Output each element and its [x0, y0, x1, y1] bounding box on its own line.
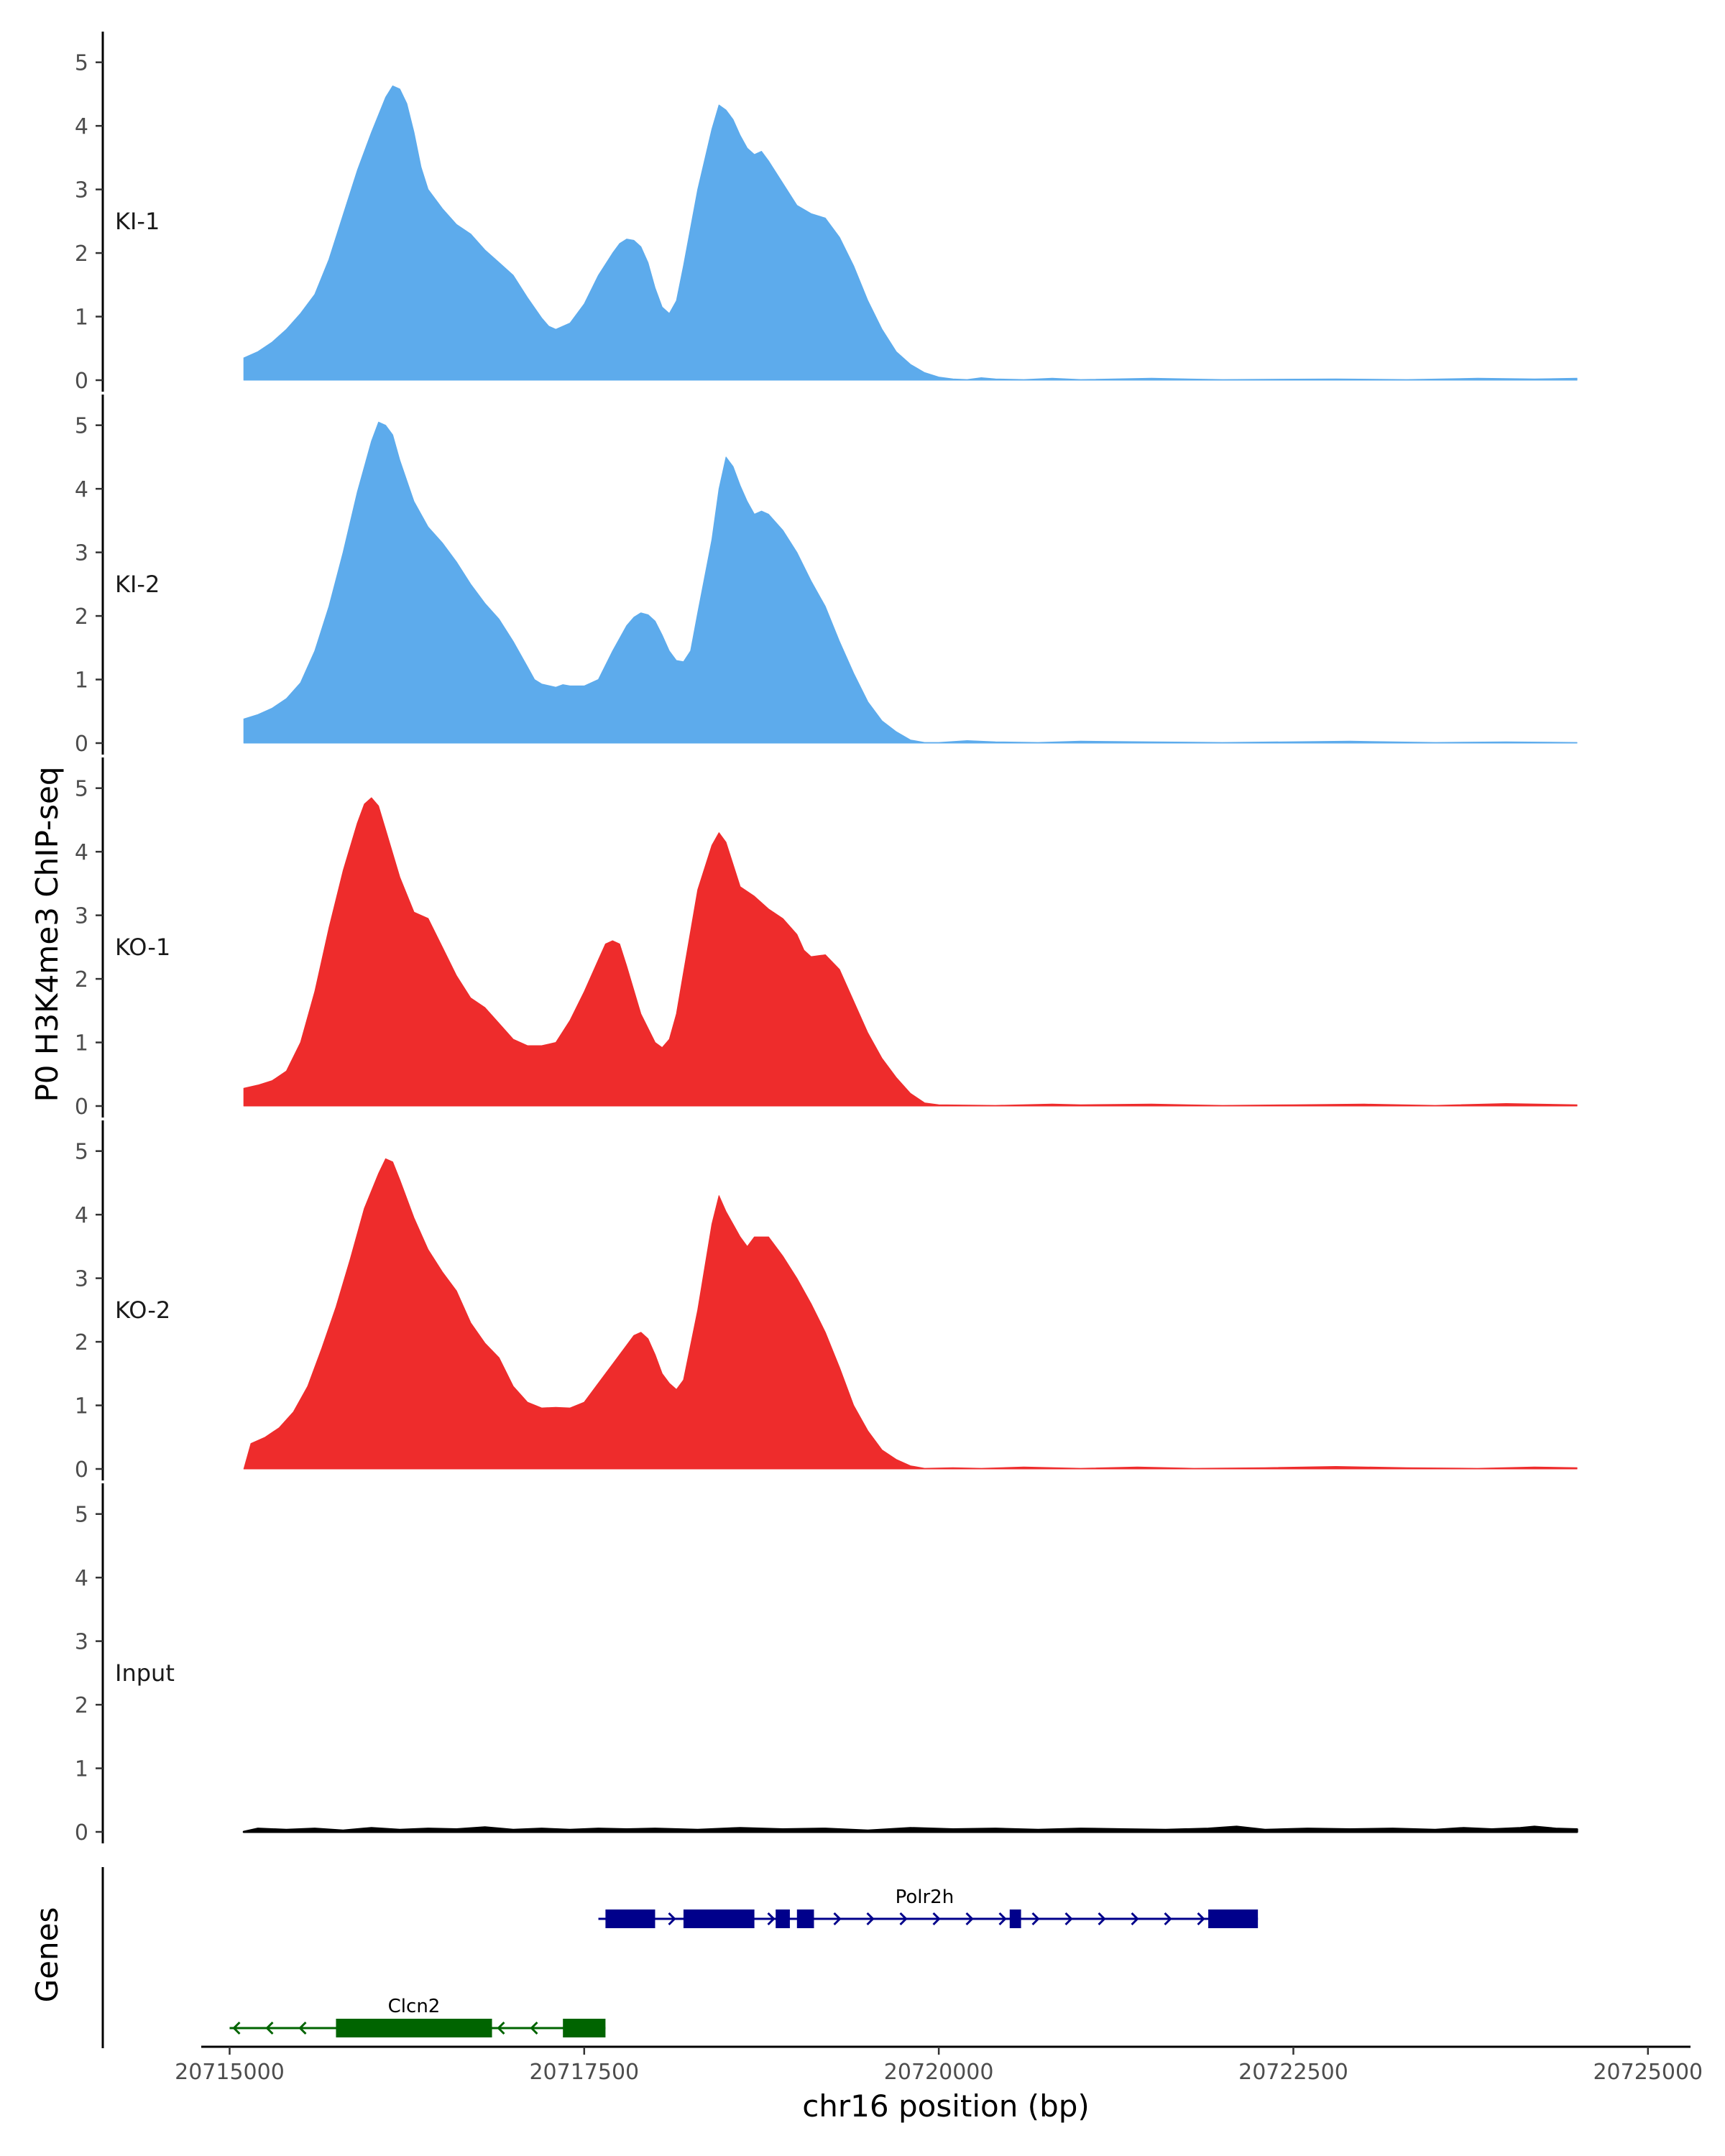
track-label: KO-1	[115, 934, 170, 961]
strand-chevron	[668, 1912, 676, 1926]
y-tick-label: 0	[75, 1457, 88, 1483]
strand-chevron	[1197, 1912, 1205, 1926]
x-tick-label: 20720000	[884, 2060, 994, 2085]
y-tick-label: 2	[75, 1693, 88, 1718]
y-tick-label: 5	[75, 777, 88, 802]
strand-chevron	[767, 1912, 776, 1926]
x-tick-label: 20722500	[1238, 2060, 1348, 2085]
strand-chevron	[965, 1912, 974, 1926]
y-tick-label: 5	[75, 1140, 88, 1165]
y-tick-label: 2	[75, 241, 88, 267]
strand-chevron	[298, 2021, 307, 2035]
y-tick-label: 5	[75, 51, 88, 76]
gene-exon	[336, 2019, 492, 2037]
y-tick-label: 4	[75, 114, 88, 139]
genes-track: Genes Polr2h Clcn2	[29, 1867, 1259, 2048]
gene-exon	[776, 1909, 790, 1928]
strand-chevron	[998, 1912, 1007, 1926]
y-tick-label: 5	[75, 414, 88, 439]
gene-exon	[563, 2019, 606, 2037]
gene-exon	[683, 1909, 755, 1928]
signal-tracks: 0 1 2 3 4 5 KI-1 0 1 2 3 4 5 KI-2 0 1 2 3 4 5 KO-1 0 1 2 3 4 5 KO-2…	[75, 32, 1578, 1846]
y-tick-label: 0	[75, 369, 88, 394]
signal-area-ki-1	[243, 85, 1578, 381]
x-axis-title: chr16 position (bp)	[802, 2088, 1090, 2124]
y-tick-label: 1	[75, 1031, 88, 1056]
strand-chevron	[932, 1912, 941, 1926]
y-tick-label: 3	[75, 541, 88, 566]
x-tick-label: 20715000	[175, 2060, 285, 2085]
y-tick-label: 0	[75, 1095, 88, 1120]
y-tick-label: 1	[75, 1757, 88, 1782]
track-ko-1: 0 1 2 3 4 5 KO-1	[75, 757, 1578, 1120]
strand-chevron	[1164, 1912, 1172, 1926]
track-label: Input	[115, 1659, 175, 1687]
strand-chevron	[265, 2021, 274, 2035]
genes-track-title: Genes	[29, 1907, 65, 2003]
strand-chevron	[833, 1912, 842, 1926]
signal-area-ki-2	[243, 421, 1578, 744]
track-input: 0 1 2 3 4 5 Input	[75, 1483, 1578, 1846]
y-tick-label: 1	[75, 1394, 88, 1419]
gene-clcn2: Clcn2	[229, 1996, 606, 2037]
y-tick-label: 5	[75, 1503, 88, 1528]
x-tick-label: 20717500	[529, 2060, 639, 2085]
strand-chevron	[866, 1912, 875, 1926]
signal-area-ko-2	[243, 1158, 1578, 1470]
y-axis-title: P0 H3K4me3 ChIP-seq	[29, 766, 65, 1102]
y-tick-label: 2	[75, 604, 88, 630]
y-tick-label: 2	[75, 967, 88, 992]
track-label: KI-1	[115, 208, 160, 235]
gene-exon	[1208, 1909, 1259, 1928]
x-tick-label: 20725000	[1593, 2060, 1703, 2085]
y-tick-label: 0	[75, 732, 88, 757]
y-tick-label: 4	[75, 477, 88, 502]
x-axis: chr16 position (bp) 20715000 20717500 2072…	[175, 2045, 1703, 2124]
y-tick-label: 2	[75, 1330, 88, 1355]
strand-chevron	[1098, 1912, 1106, 1926]
track-ki-1: 0 1 2 3 4 5 KI-1	[75, 32, 1578, 394]
gene-polr2h: Polr2h	[598, 1886, 1259, 1928]
y-tick-label: 1	[75, 668, 88, 694]
y-tick-label: 4	[75, 1566, 88, 1591]
gene-exon	[1009, 1909, 1021, 1928]
y-tick-label: 3	[75, 178, 88, 203]
gene-exon	[796, 1909, 814, 1928]
strand-chevron	[1064, 1912, 1073, 1926]
gene-name-label: Polr2h	[896, 1886, 954, 1908]
strand-chevron	[232, 2021, 241, 2035]
y-tick-label: 3	[75, 1630, 88, 1655]
y-tick-label: 4	[75, 1203, 88, 1228]
track-ki-2: 0 1 2 3 4 5 KI-2	[75, 395, 1578, 757]
track-ko-2: 0 1 2 3 4 5 KO-2	[75, 1120, 1578, 1483]
gene-exon	[605, 1909, 656, 1928]
gene-name-label: Clcn2	[388, 1996, 441, 2017]
signal-area-ko-1	[243, 797, 1578, 1107]
y-tick-label: 0	[75, 1820, 88, 1846]
strand-chevron	[1031, 1912, 1040, 1926]
track-label: KI-2	[115, 571, 160, 598]
strand-chevron	[530, 2021, 538, 2035]
y-tick-label: 1	[75, 305, 88, 331]
strand-chevron	[1131, 1912, 1139, 1926]
strand-chevron	[497, 2021, 505, 2035]
y-tick-label: 3	[75, 1267, 88, 1292]
track-label: KO-2	[115, 1296, 170, 1324]
y-tick-label: 4	[75, 840, 88, 865]
strand-chevron	[899, 1912, 908, 1926]
y-tick-label: 3	[75, 904, 88, 929]
signal-area-input	[242, 1825, 1578, 1833]
